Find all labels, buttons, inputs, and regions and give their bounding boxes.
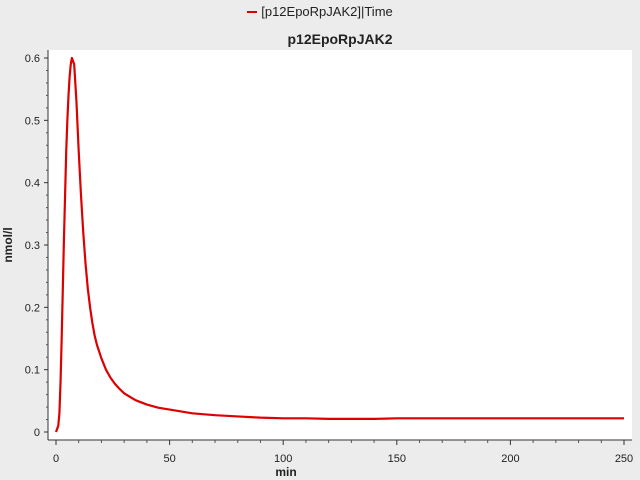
chart-title: p12EpoRpJAK2 xyxy=(287,31,392,47)
y-tick-label: 0.4 xyxy=(25,178,40,190)
y-axis: 0 0.1 0.2 0.3 0.4 0.5 0.6 xyxy=(25,50,49,440)
legend-swatch xyxy=(247,10,258,13)
y-axis-title: nmol/l xyxy=(1,227,15,262)
y-tick-label: 0 xyxy=(34,427,40,439)
x-tick-label: 0 xyxy=(53,453,59,465)
series-layer xyxy=(54,56,624,433)
x-tick-label: 50 xyxy=(163,453,175,465)
y-tick-label: 0.6 xyxy=(25,53,40,65)
x-tick-label: 100 xyxy=(274,453,292,465)
x-tick-label: 150 xyxy=(388,453,406,465)
y-tick-label: 0.1 xyxy=(25,365,40,377)
x-axis: 0 50 100 150 200 250 xyxy=(48,439,633,465)
plot-area xyxy=(48,50,632,440)
x-axis-title: min xyxy=(275,465,296,479)
y-tick-label: 0.2 xyxy=(25,302,40,314)
y-tick-label: 0.5 xyxy=(25,115,40,127)
legend: [p12EpoRpJAK2]|Time xyxy=(0,4,640,19)
legend-label: [p12EpoRpJAK2]|Time xyxy=(261,4,393,19)
y-tick-label: 0.3 xyxy=(25,240,40,252)
x-tick-label: 250 xyxy=(615,453,633,465)
x-tick-label: 200 xyxy=(501,453,519,465)
series-line xyxy=(54,56,624,433)
